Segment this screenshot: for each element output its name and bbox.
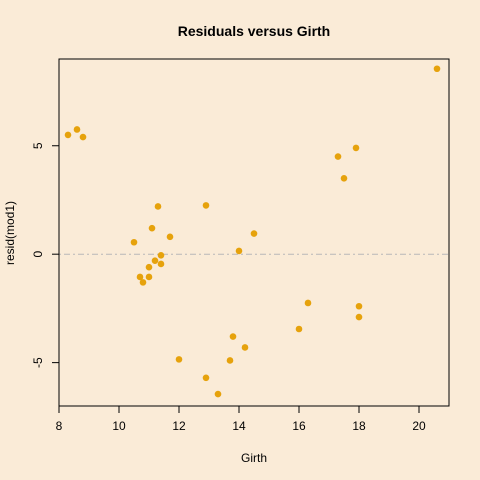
- y-axis-label: resid(mod1): [3, 201, 17, 265]
- data-point: [166, 233, 174, 241]
- x-tick-label: 20: [412, 419, 426, 433]
- data-point: [145, 263, 153, 271]
- data-point: [355, 313, 363, 321]
- data-point: [154, 203, 162, 210]
- data-point: [202, 202, 210, 209]
- data-point: [64, 131, 72, 139]
- data-point: [241, 344, 249, 351]
- y-tick-label: 5: [31, 142, 45, 149]
- x-tick-label: 14: [232, 419, 246, 433]
- data-point: [151, 257, 159, 264]
- data-point: [304, 299, 312, 307]
- x-tick-label: 8: [56, 419, 63, 433]
- data-point: [433, 65, 441, 73]
- data-point: [340, 174, 348, 182]
- data-points: [64, 65, 441, 398]
- x-tick-label: 10: [112, 419, 126, 433]
- data-point: [295, 325, 303, 333]
- data-point: [157, 251, 165, 259]
- data-point: [145, 273, 153, 281]
- data-point: [148, 224, 156, 232]
- y-tick-label: -5: [31, 357, 45, 368]
- data-point: [136, 273, 144, 281]
- plot-frame: [58, 58, 450, 407]
- data-point: [130, 238, 138, 246]
- x-axis: 8 10 12 14 16 18 20: [56, 406, 426, 433]
- data-point: [355, 302, 363, 310]
- data-point: [79, 133, 87, 141]
- data-point: [139, 279, 147, 286]
- x-tick-label: 16: [292, 419, 306, 433]
- data-point: [229, 333, 237, 340]
- chart-title: Residuals versus Girth: [178, 23, 331, 39]
- y-tick-label: 0: [31, 251, 45, 258]
- data-point: [226, 357, 234, 364]
- data-point: [235, 247, 243, 255]
- data-point: [157, 260, 165, 268]
- x-axis-label: Girth: [241, 451, 267, 465]
- data-point: [352, 144, 360, 152]
- y-axis: -5 0 5: [31, 142, 59, 368]
- x-tick-label: 18: [352, 419, 366, 433]
- data-point: [73, 126, 81, 133]
- data-point: [334, 153, 342, 160]
- data-point: [214, 390, 222, 398]
- x-tick-label: 12: [172, 419, 186, 433]
- data-point: [175, 356, 183, 363]
- data-point: [202, 374, 210, 382]
- data-point: [250, 230, 258, 237]
